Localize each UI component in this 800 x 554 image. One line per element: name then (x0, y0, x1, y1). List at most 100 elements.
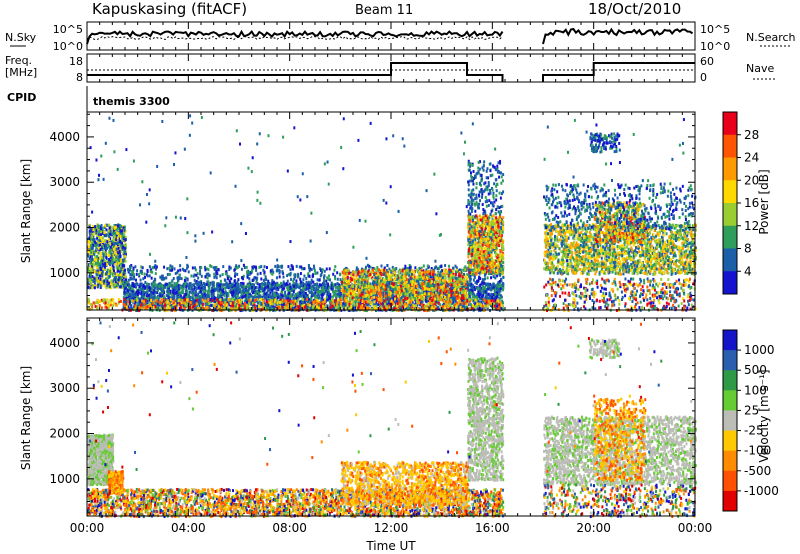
power-point (118, 263, 121, 267)
power-point (133, 291, 136, 295)
power-point (267, 298, 270, 302)
power-point (254, 293, 257, 297)
power-point (316, 278, 319, 282)
power-point (238, 288, 241, 292)
power-point (91, 276, 94, 280)
power-point (477, 276, 480, 280)
power-point (376, 268, 379, 272)
power-point (234, 292, 237, 296)
power-point (450, 296, 453, 300)
power-point (116, 283, 119, 287)
power-point (338, 293, 341, 297)
power-point (295, 279, 298, 283)
power-point (107, 253, 110, 257)
power-point (259, 290, 262, 294)
power-point (156, 291, 159, 295)
power-point (228, 285, 231, 289)
power-point (242, 263, 245, 267)
power-point (306, 285, 309, 289)
power-point (186, 292, 189, 296)
power-point (208, 274, 211, 278)
power-point (483, 286, 486, 290)
power-point (128, 301, 131, 305)
power-point (95, 229, 98, 233)
power-point (87, 270, 90, 274)
power-point (96, 243, 99, 247)
power-point (302, 301, 305, 305)
power-point (317, 304, 320, 308)
power-point (408, 263, 411, 267)
power-point (291, 288, 294, 292)
power-point (103, 231, 106, 235)
power-point (101, 274, 104, 278)
power-point (125, 291, 128, 295)
power-point (478, 295, 481, 299)
power-point (93, 277, 96, 281)
beam-label: Beam 11 (355, 3, 413, 18)
power-point (378, 271, 381, 275)
power-point (92, 265, 95, 269)
power-point (224, 272, 227, 276)
power-point (168, 266, 171, 270)
power-point (137, 289, 140, 293)
power-point (299, 280, 302, 284)
power-point (280, 265, 283, 269)
power-point (216, 287, 219, 291)
power-point (188, 296, 191, 300)
power-point (275, 287, 278, 291)
power-point (473, 296, 476, 300)
power-point (106, 268, 109, 272)
power-point (229, 266, 232, 270)
power-point (412, 293, 415, 297)
power-point (215, 296, 218, 300)
power-point (193, 287, 196, 291)
power-point (364, 267, 367, 271)
power-point (102, 231, 105, 235)
power-point (457, 305, 460, 309)
power-point (266, 291, 269, 295)
power-point (283, 294, 286, 298)
power-point (406, 306, 409, 310)
power-point (195, 279, 198, 283)
power-point (198, 290, 201, 294)
power-point (157, 282, 160, 286)
power-point (158, 285, 161, 289)
power-point (110, 256, 113, 260)
power-point (308, 290, 311, 294)
power-point (281, 291, 284, 295)
power-point (317, 290, 320, 294)
power-point (122, 300, 125, 304)
power-point (165, 298, 168, 302)
power-point (160, 289, 163, 293)
power-point (107, 281, 110, 285)
power-point (104, 278, 107, 282)
power-point (481, 297, 484, 301)
power-point (497, 285, 500, 289)
power-point (186, 282, 189, 286)
power-point (317, 293, 320, 297)
power-point (490, 276, 493, 280)
power-point (293, 284, 296, 288)
power-point (99, 280, 102, 284)
power-point (119, 245, 122, 249)
power-point (114, 283, 117, 287)
power-point (176, 289, 179, 293)
power-point (307, 288, 310, 292)
power-point (425, 268, 428, 272)
power-point (123, 270, 126, 274)
power-point (330, 283, 333, 287)
power-point (205, 297, 208, 301)
power-point (317, 296, 320, 300)
power-point (202, 285, 205, 289)
power-point (197, 300, 200, 304)
power-point (125, 301, 128, 305)
power-point (101, 270, 104, 274)
power-point (117, 269, 120, 273)
power-point (478, 292, 481, 296)
power-point (92, 243, 95, 247)
power-point (241, 281, 244, 285)
power-point (193, 285, 196, 289)
power-point (271, 289, 274, 293)
power-point (108, 258, 111, 262)
power-point (132, 266, 135, 270)
